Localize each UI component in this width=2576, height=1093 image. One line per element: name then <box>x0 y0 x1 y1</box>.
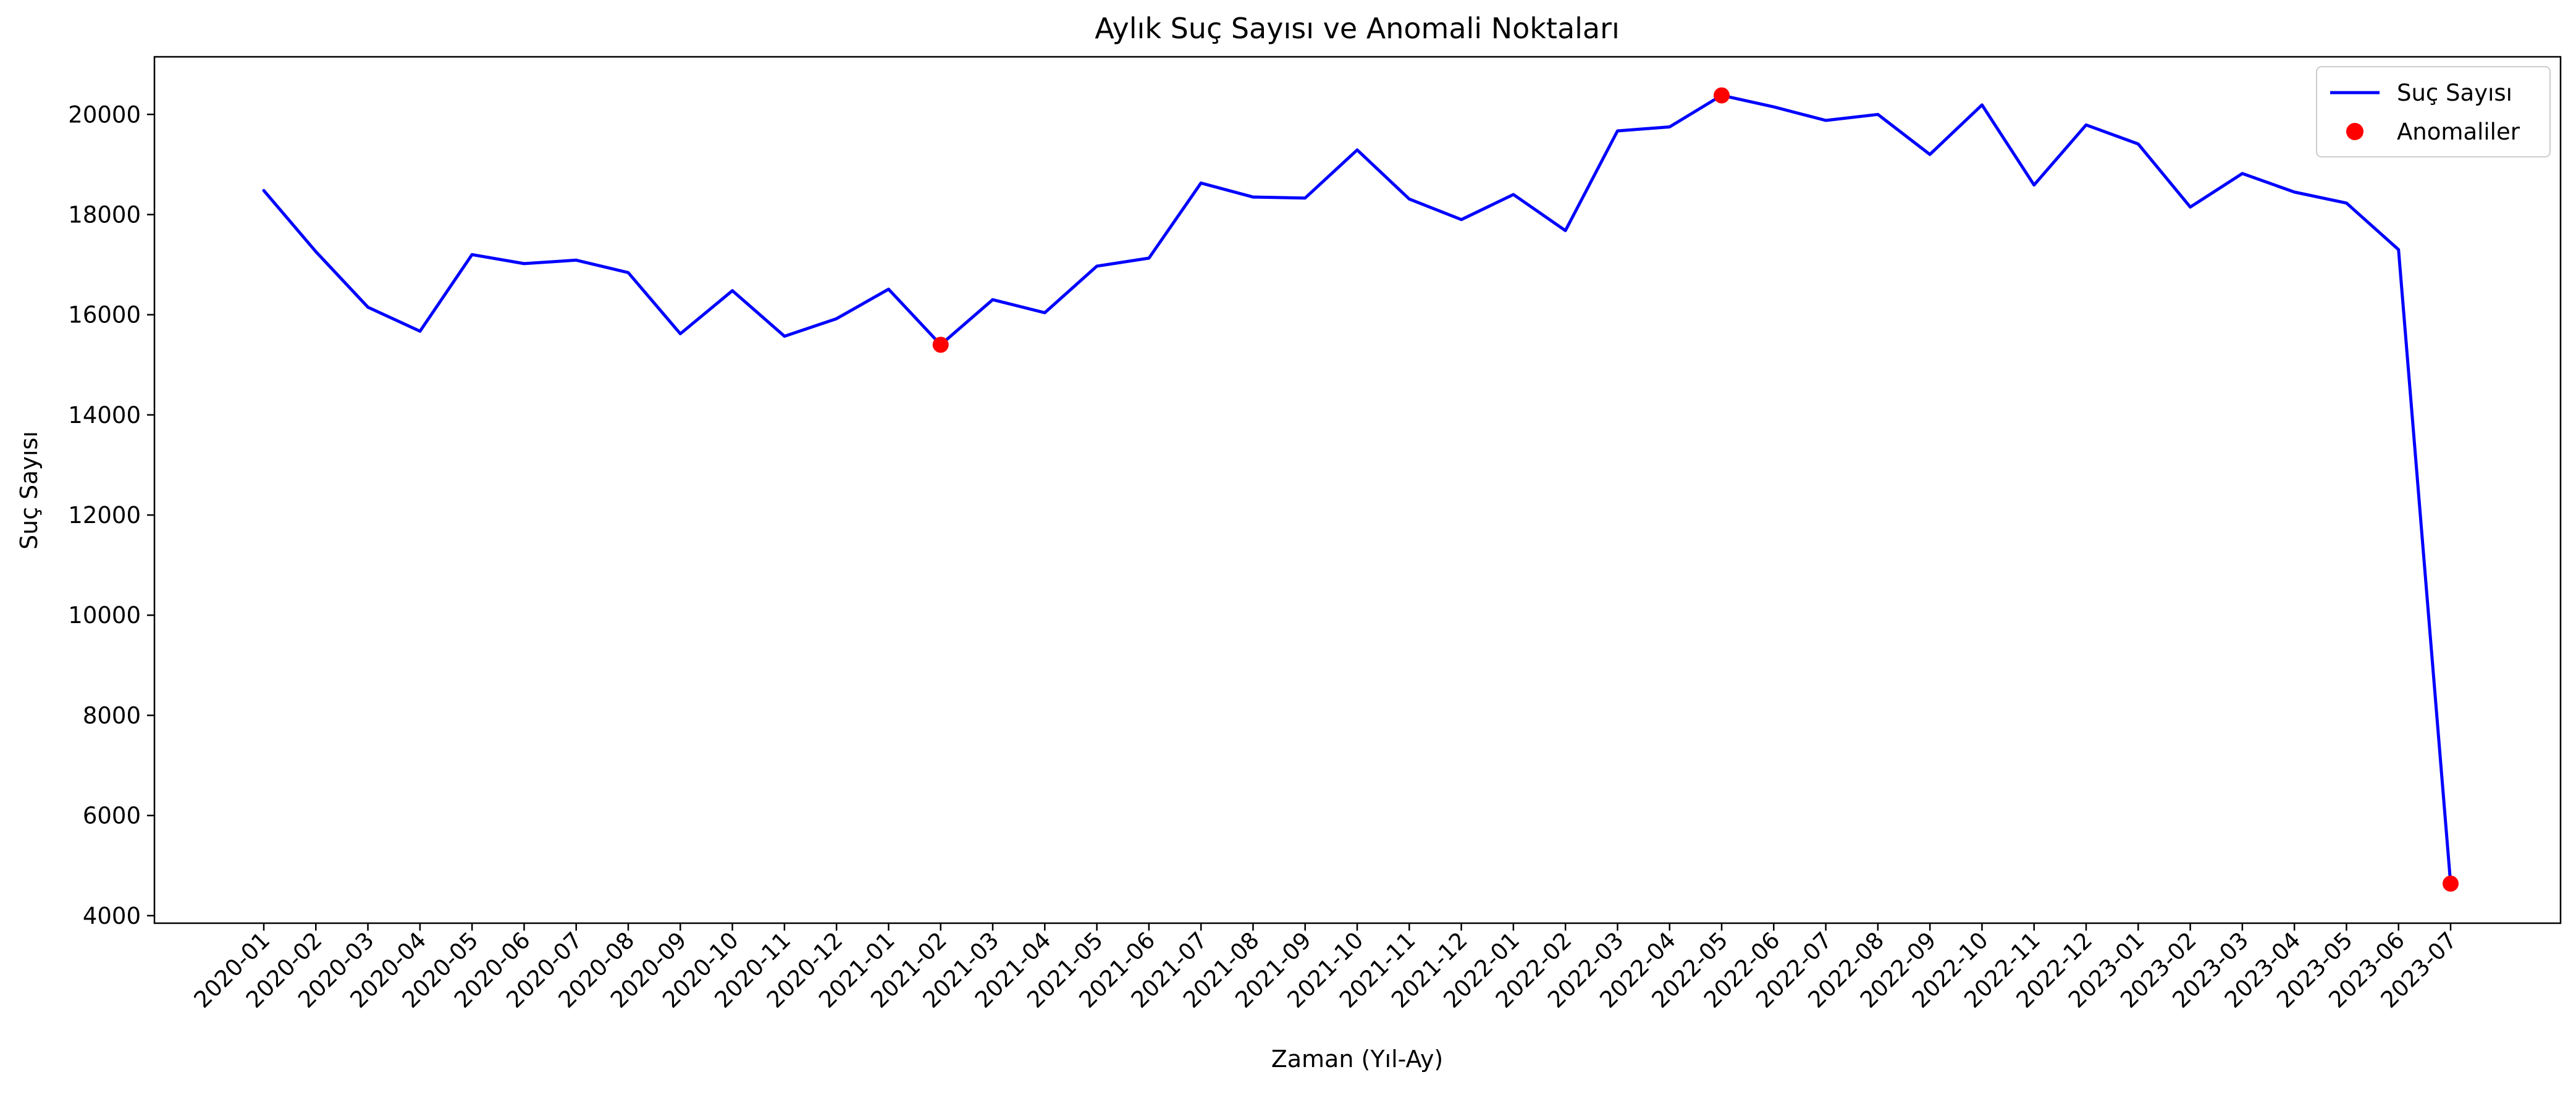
y-tick-label: 18000 <box>68 201 141 228</box>
chart-title: Aylık Suç Sayısı ve Anomali Noktaları <box>1095 12 1620 45</box>
y-tick-label: 16000 <box>68 302 141 329</box>
x-axis: 2020-012020-022020-032020-042020-052020-… <box>189 923 2462 1013</box>
plot-area <box>153 56 2562 924</box>
y-tick-label: 12000 <box>68 502 141 529</box>
y-axis: 4000 6000 8000 10000 12000 14000 16000 18000 200… <box>68 101 154 929</box>
series-layer <box>262 87 2459 892</box>
y-tick-label: 4000 <box>83 903 141 929</box>
y-tick-label: 6000 <box>83 803 141 829</box>
anomaly-point <box>932 337 949 353</box>
y-tick-label: 14000 <box>68 402 141 429</box>
y-tick-label: 8000 <box>83 702 141 729</box>
y-tick-label: 10000 <box>68 602 141 629</box>
series-line-suc-sayisi <box>262 93 2452 886</box>
legend: Suç Sayısı Anomaliler <box>2316 66 2551 157</box>
legend-label-line: Suç Sayısı <box>2397 80 2512 106</box>
y-axis-label: Suç Sayısı <box>15 431 43 550</box>
legend-box <box>2316 66 2551 157</box>
anomaly-point <box>1714 87 1730 104</box>
legend-marker-swatch <box>2346 123 2363 140</box>
x-axis-label: Zaman (Yıl-Ay) <box>1271 1045 1444 1073</box>
y-tick-label: 20000 <box>68 101 141 128</box>
anomaly-point <box>2443 875 2459 892</box>
legend-label-anomaly: Anomaliler <box>2397 119 2520 145</box>
